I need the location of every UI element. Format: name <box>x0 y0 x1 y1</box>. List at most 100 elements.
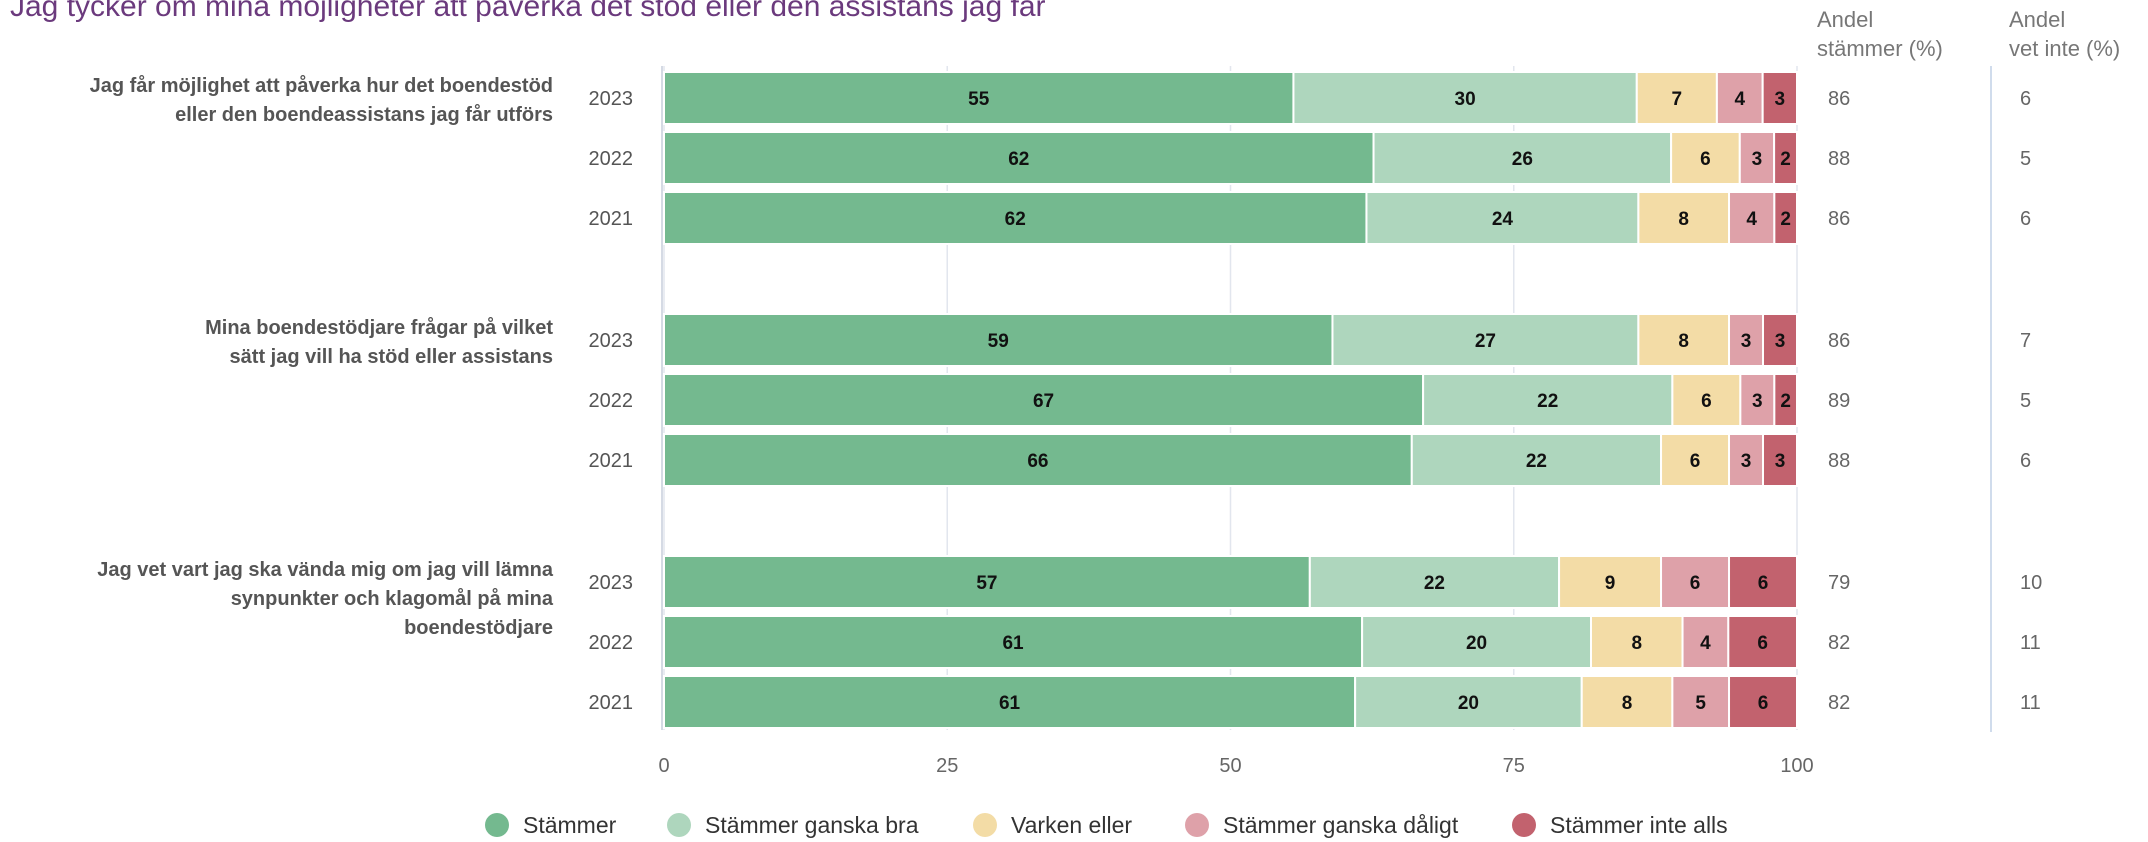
segment-value-label: 4 <box>1746 209 1757 230</box>
andel-vet-inte-value: 10 <box>2020 572 2042 594</box>
segment-value-label: 8 <box>1678 331 1689 352</box>
andel-stammer-value: 88 <box>1828 450 1850 472</box>
question-label: Jag får möjlighet att påverka hur det bo… <box>90 74 553 97</box>
question-label: eller den boendeassistans jag får utförs <box>175 103 553 126</box>
bar-segment <box>1727 615 1799 669</box>
bar-segment <box>1660 433 1731 487</box>
question-label: Mina boendestödjare frågar på vilket <box>205 316 553 339</box>
question-label: synpunkter och klagomål på mina <box>231 587 554 610</box>
segment-value-label: 30 <box>1455 89 1476 110</box>
segment-value-label: 2 <box>1780 209 1791 230</box>
year-label: 2021 <box>589 692 634 714</box>
year-label: 2023 <box>589 88 634 110</box>
segment-value-label: 22 <box>1526 451 1547 472</box>
andel-stammer-value: 79 <box>1828 572 1850 594</box>
segment-value-label: 20 <box>1466 633 1487 654</box>
bar-segment <box>1637 191 1731 245</box>
bar-segment <box>663 373 1425 427</box>
question-label: Jag vet vart jag ska vända mig om jag vi… <box>97 559 554 581</box>
segment-value-label: 22 <box>1424 573 1445 594</box>
question-label: boendestödjare <box>404 617 553 639</box>
segment-value-label: 9 <box>1605 573 1616 594</box>
legend-label: Varken eller <box>1011 812 1132 838</box>
bar-segment <box>1635 71 1718 125</box>
year-label: 2021 <box>589 450 634 472</box>
bar-segment <box>1761 71 1798 125</box>
segment-value-label: 6 <box>1758 693 1769 714</box>
x-tick-label: 0 <box>658 755 669 777</box>
segment-value-label: 6 <box>1690 573 1701 594</box>
segment-value-label: 3 <box>1752 391 1763 412</box>
chart-title: Jag tycker om mina möjligheter att påver… <box>10 0 1046 23</box>
segment-value-label: 62 <box>1005 209 1026 230</box>
year-label: 2022 <box>589 148 634 170</box>
segment-value-label: 2 <box>1780 149 1791 170</box>
bar-segment <box>1410 433 1663 487</box>
legend-marker <box>667 813 691 837</box>
bar-segment <box>663 433 1413 487</box>
year-label: 2021 <box>589 208 634 230</box>
andel-vet-inte-value: 5 <box>2020 148 2031 170</box>
segment-value-label: 6 <box>1701 391 1712 412</box>
segment-value-label: 6 <box>1700 149 1711 170</box>
segment-value-label: 59 <box>988 331 1009 352</box>
segment-value-label: 3 <box>1741 331 1752 352</box>
andel-vet-inte-value: 5 <box>2020 390 2031 412</box>
segment-value-label: 27 <box>1475 331 1496 352</box>
segment-value-label: 20 <box>1458 693 1479 714</box>
question-label: sätt jag vill ha stöd eller assistans <box>230 346 553 368</box>
bar-segment <box>1422 373 1674 427</box>
andel-stammer-value: 82 <box>1828 692 1850 714</box>
andel-vet-inte-value: 6 <box>2020 450 2031 472</box>
andel-vet-inte-value: 7 <box>2020 330 2031 352</box>
segment-value-label: 61 <box>999 693 1021 714</box>
bar-segment <box>663 313 1334 367</box>
bar-segment <box>1773 191 1798 245</box>
legend-label: Stämmer <box>523 812 617 838</box>
x-tick-label: 25 <box>936 755 958 777</box>
segment-value-label: 4 <box>1734 89 1745 110</box>
andel-stammer-value: 82 <box>1828 632 1850 654</box>
legend-label: Stämmer ganska dåligt <box>1223 812 1459 838</box>
bar-segment <box>1728 191 1776 245</box>
bar-segment <box>1308 555 1561 609</box>
segment-value-label: 8 <box>1631 633 1642 654</box>
bar-segment <box>1331 313 1640 367</box>
andel-stammer-value: 86 <box>1828 330 1850 352</box>
andel-vet-inte-value: 6 <box>2020 88 2031 110</box>
bar-segment <box>1728 675 1799 729</box>
column-header: Andel <box>1817 7 1873 32</box>
legend-marker <box>485 813 509 837</box>
andel-vet-inte-value: 11 <box>2020 632 2041 654</box>
x-tick-label: 50 <box>1219 755 1241 777</box>
bar-segment <box>1365 191 1640 245</box>
segment-value-label: 4 <box>1700 633 1711 654</box>
year-label: 2023 <box>589 572 634 594</box>
bar-segment <box>663 555 1311 609</box>
bar-segment <box>1762 313 1799 367</box>
segment-value-label: 2 <box>1780 391 1791 412</box>
andel-stammer-value: 89 <box>1828 390 1850 412</box>
x-tick-label: 100 <box>1780 755 1813 777</box>
legend-marker <box>1185 813 1209 837</box>
bar-segment <box>1773 373 1798 427</box>
segment-value-label: 3 <box>1741 451 1752 472</box>
segment-value-label: 55 <box>968 89 990 110</box>
bar-segment <box>1671 373 1742 427</box>
segment-value-label: 7 <box>1672 89 1683 110</box>
column-header: Andel <box>2009 7 2065 32</box>
segment-value-label: 61 <box>1002 633 1024 654</box>
bar-segment <box>1637 313 1731 367</box>
bar-segment <box>1660 555 1731 609</box>
andel-stammer-value: 88 <box>1828 148 1850 170</box>
segment-value-label: 24 <box>1492 209 1514 230</box>
segment-value-label: 6 <box>1690 451 1701 472</box>
andel-vet-inte-value: 11 <box>2020 692 2041 714</box>
segment-value-label: 62 <box>1008 149 1029 170</box>
segment-value-label: 3 <box>1752 149 1763 170</box>
segment-value-label: 8 <box>1678 209 1689 230</box>
bar-segment <box>1773 131 1798 185</box>
year-label: 2022 <box>589 390 634 412</box>
bar-segment <box>663 71 1295 125</box>
